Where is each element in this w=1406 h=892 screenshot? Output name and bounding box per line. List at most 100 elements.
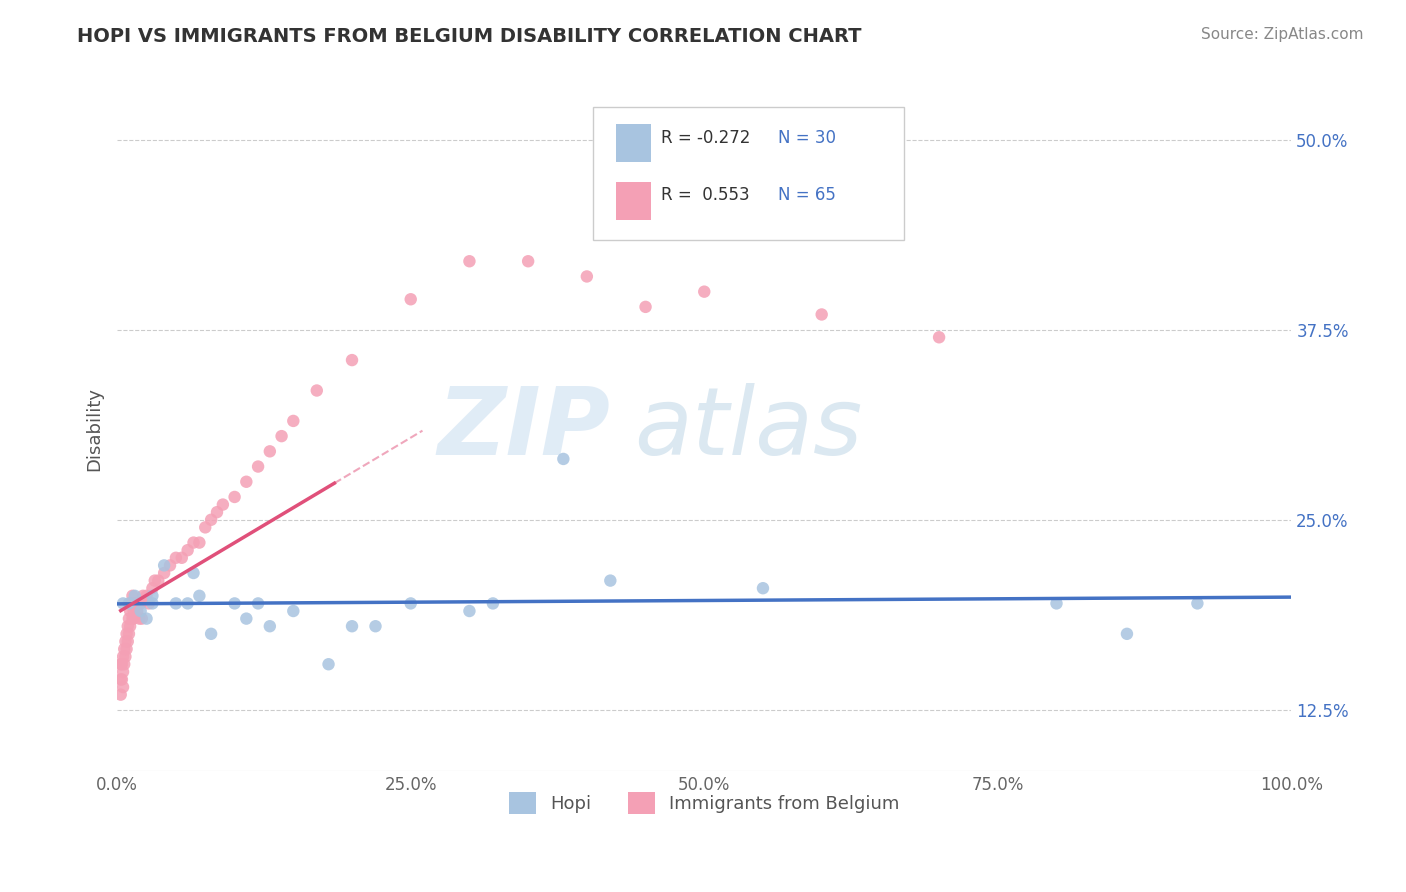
Point xyxy=(305,384,328,398)
Point xyxy=(399,596,422,610)
Point xyxy=(259,444,281,458)
Point xyxy=(111,657,134,672)
Text: ZIP: ZIP xyxy=(437,383,610,475)
Point xyxy=(1187,596,1209,610)
Point xyxy=(259,619,281,633)
Point xyxy=(110,657,132,672)
Point xyxy=(121,589,143,603)
Point xyxy=(141,596,163,610)
Point xyxy=(188,535,211,549)
Point xyxy=(599,574,621,588)
Point xyxy=(122,612,145,626)
Point xyxy=(127,604,149,618)
Y-axis label: Disability: Disability xyxy=(86,386,103,470)
Point xyxy=(159,558,181,573)
Point xyxy=(120,619,142,633)
Point xyxy=(205,505,228,519)
Point xyxy=(112,649,135,664)
Point xyxy=(120,604,142,618)
Point xyxy=(693,285,716,299)
Point xyxy=(235,475,257,489)
Point xyxy=(183,535,205,549)
Point xyxy=(110,688,132,702)
Point xyxy=(482,596,505,610)
Point xyxy=(270,429,292,443)
Point xyxy=(135,612,157,626)
Point xyxy=(283,604,305,618)
Point xyxy=(115,627,138,641)
Point xyxy=(129,596,152,610)
Point xyxy=(125,596,148,610)
Point xyxy=(318,657,340,672)
Point xyxy=(148,574,170,588)
Point xyxy=(235,612,257,626)
Point xyxy=(752,581,775,595)
Point xyxy=(138,596,160,610)
Point xyxy=(928,330,950,344)
Text: Source: ZipAtlas.com: Source: ZipAtlas.com xyxy=(1201,27,1364,42)
Point xyxy=(112,665,135,679)
FancyBboxPatch shape xyxy=(593,107,904,240)
Point xyxy=(112,657,135,672)
Point xyxy=(128,612,150,626)
Point xyxy=(141,589,163,603)
Point xyxy=(118,612,141,626)
Point xyxy=(810,308,832,322)
Point xyxy=(200,513,222,527)
Point xyxy=(517,254,540,268)
Point xyxy=(115,642,138,657)
Point xyxy=(224,490,246,504)
Point xyxy=(143,574,166,588)
Point xyxy=(188,589,211,603)
Text: N = 30: N = 30 xyxy=(779,128,837,147)
FancyBboxPatch shape xyxy=(616,182,651,219)
Point xyxy=(553,452,575,467)
Point xyxy=(122,604,145,618)
Point xyxy=(118,627,141,641)
Point xyxy=(212,498,235,512)
Point xyxy=(458,254,481,268)
Text: N = 65: N = 65 xyxy=(779,186,837,203)
Point xyxy=(110,673,132,687)
Point xyxy=(165,550,187,565)
Point xyxy=(1045,596,1067,610)
FancyBboxPatch shape xyxy=(616,124,651,161)
Point xyxy=(340,619,363,633)
Point xyxy=(135,589,157,603)
Point xyxy=(183,566,205,580)
Point xyxy=(458,604,481,618)
Point xyxy=(129,604,152,618)
Point xyxy=(165,596,187,610)
Point xyxy=(1116,627,1139,641)
Point xyxy=(176,596,198,610)
Point xyxy=(131,612,153,626)
Point xyxy=(364,619,387,633)
Point xyxy=(124,589,146,603)
Text: R =  0.553: R = 0.553 xyxy=(661,186,749,203)
Point xyxy=(194,520,217,534)
Point xyxy=(114,649,136,664)
Point xyxy=(117,619,139,633)
Point xyxy=(118,596,141,610)
Point xyxy=(247,459,270,474)
Text: atlas: atlas xyxy=(634,383,862,474)
Point xyxy=(112,642,135,657)
Point xyxy=(283,414,305,428)
Point xyxy=(247,596,270,610)
Point xyxy=(200,627,222,641)
Point xyxy=(575,269,598,284)
Point xyxy=(153,566,176,580)
Text: HOPI VS IMMIGRANTS FROM BELGIUM DISABILITY CORRELATION CHART: HOPI VS IMMIGRANTS FROM BELGIUM DISABILI… xyxy=(77,27,862,45)
Point xyxy=(112,680,135,694)
Point xyxy=(399,292,422,306)
Point xyxy=(340,353,363,368)
Point xyxy=(120,596,142,610)
Legend: Hopi, Immigrants from Belgium: Hopi, Immigrants from Belgium xyxy=(501,783,908,823)
Point xyxy=(127,596,149,610)
Point xyxy=(170,550,193,565)
Point xyxy=(117,634,139,648)
Point xyxy=(153,558,176,573)
Point xyxy=(634,300,657,314)
Point xyxy=(124,596,146,610)
Point xyxy=(224,596,246,610)
